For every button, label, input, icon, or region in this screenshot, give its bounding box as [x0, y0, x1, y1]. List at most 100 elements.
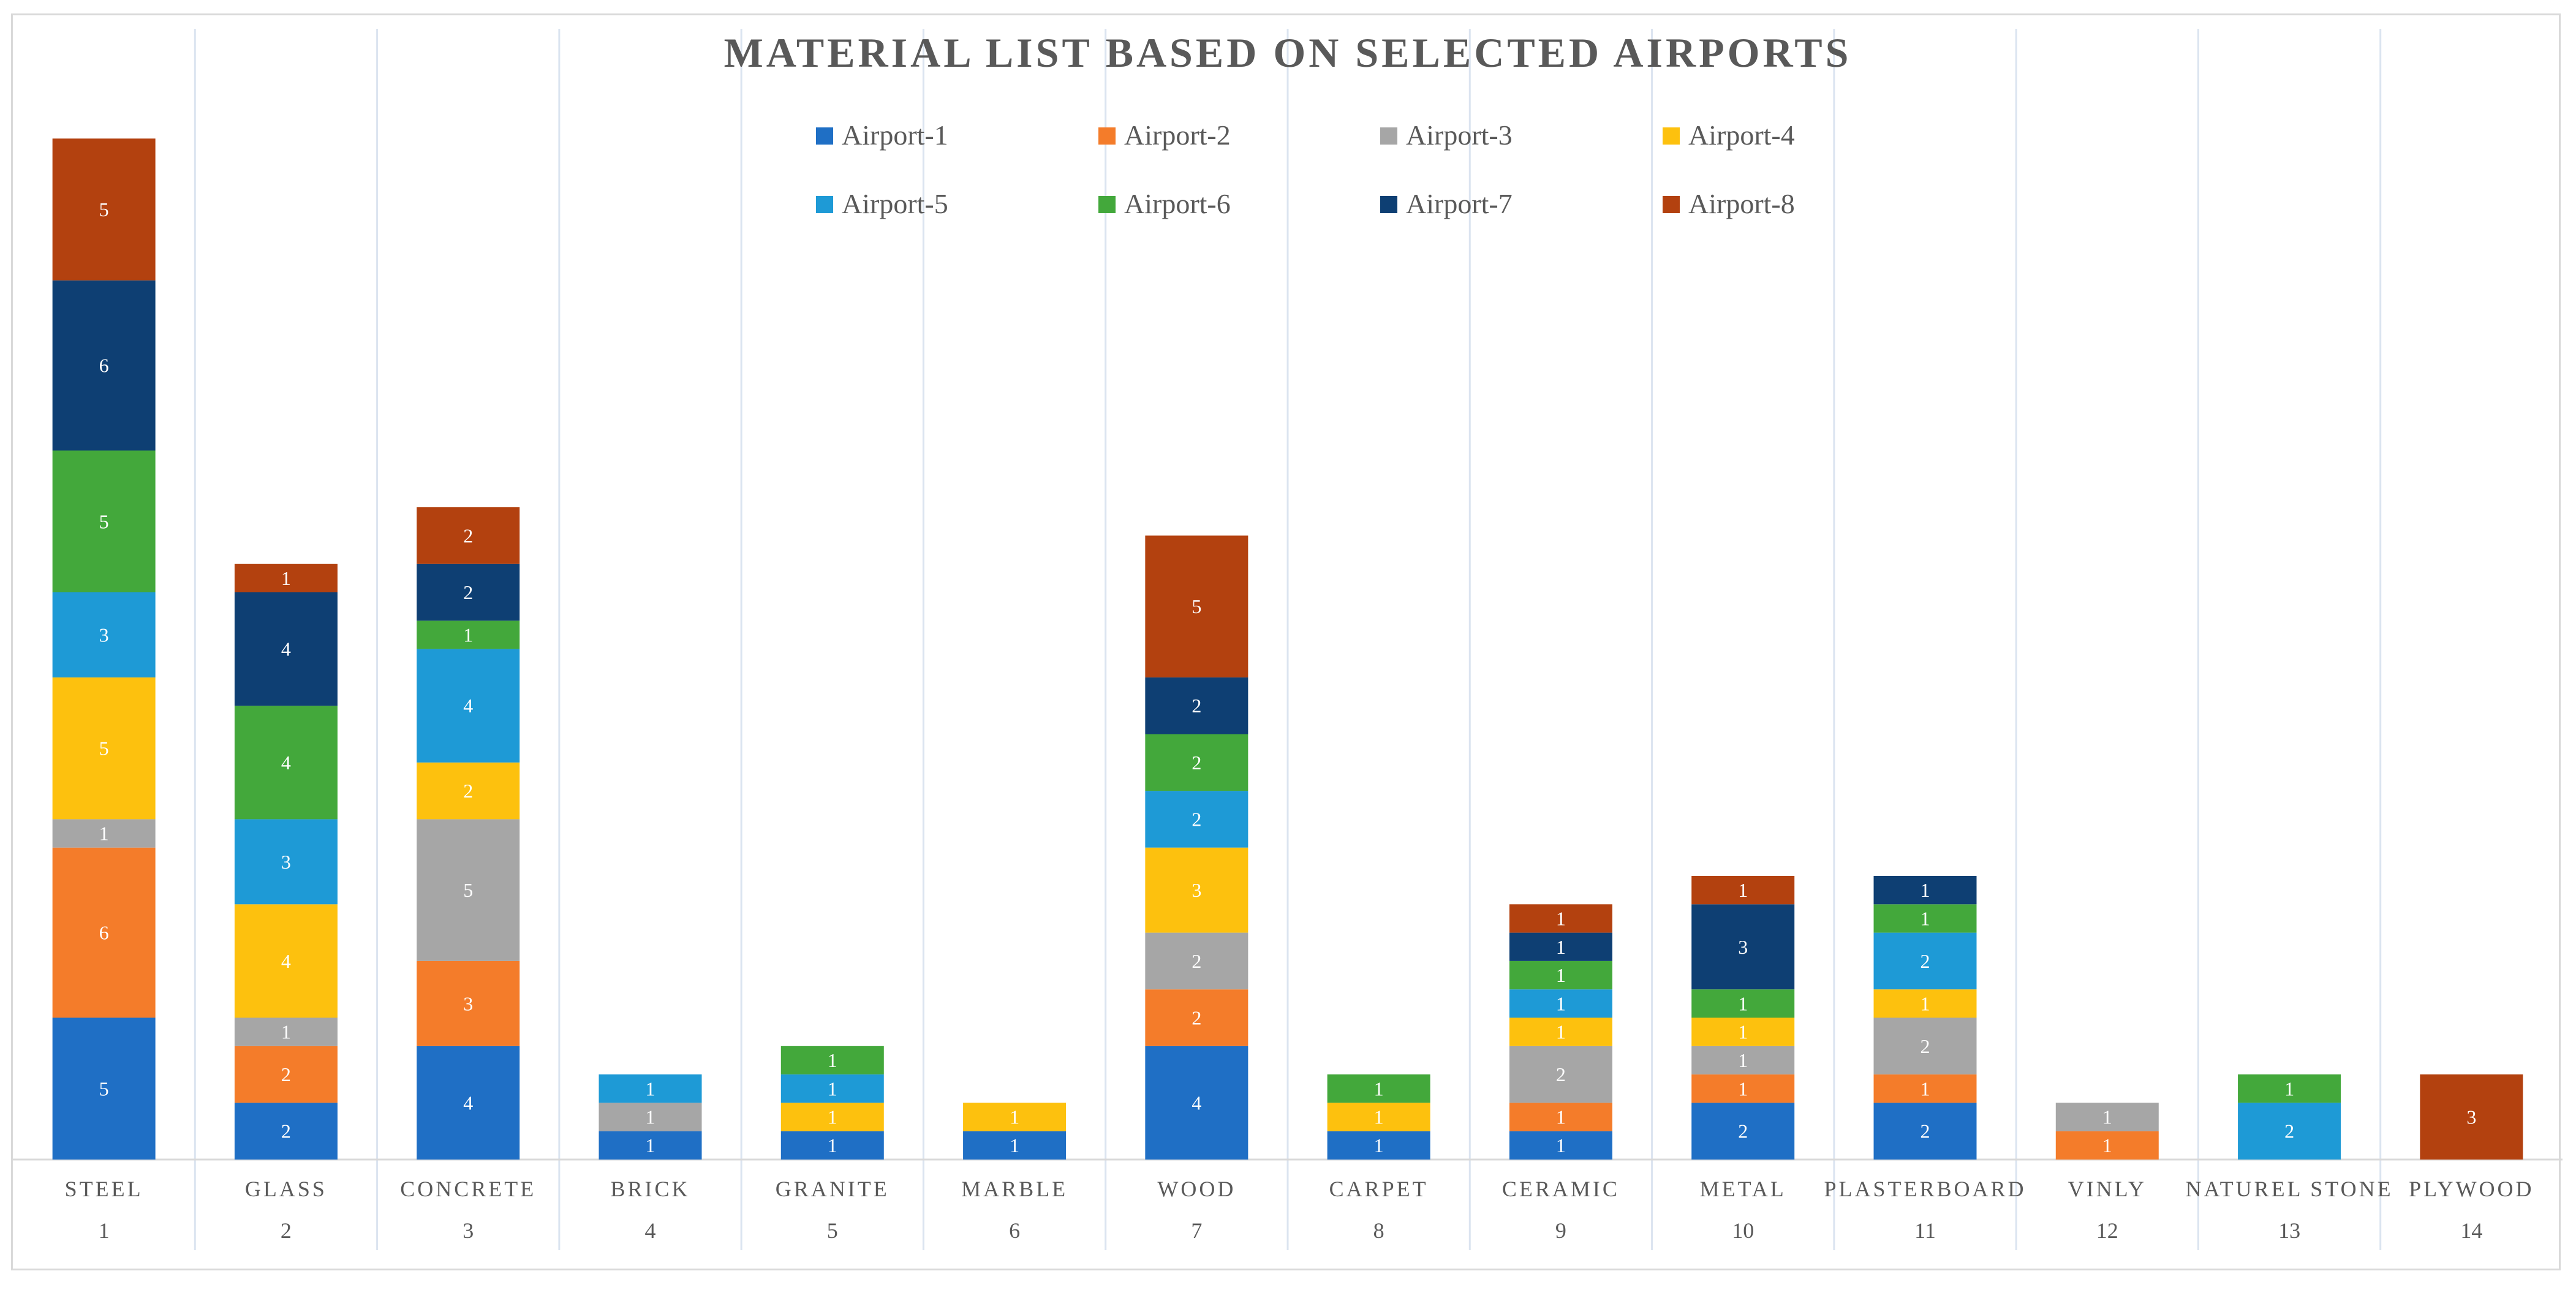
bar-segment-ceramic-airport-4 [1509, 1017, 1612, 1046]
x-tick-label: CONCRETE [400, 1177, 536, 1201]
x-tick-number: 13 [2278, 1218, 2300, 1243]
legend-item-airport-5: Airport-5 [816, 188, 948, 219]
bar-segment-wood-airport-3 [1145, 932, 1248, 990]
data-label: 4 [463, 1092, 473, 1114]
legend-item-airport-2: Airport-2 [1098, 119, 1231, 151]
data-label: 2 [1192, 808, 1201, 830]
bar-segment-metal-airport-2 [1691, 1074, 1795, 1103]
bar-segment-steel-airport-2 [52, 847, 156, 1018]
legend-label: Airport-8 [1688, 188, 1795, 219]
legend-item-airport-7: Airport-7 [1380, 188, 1513, 219]
data-label: 2 [1921, 1035, 1930, 1057]
data-label: 5 [463, 879, 473, 901]
data-label: 4 [1192, 1092, 1201, 1114]
x-tick-number: 12 [2096, 1218, 2118, 1243]
data-label: 4 [281, 752, 291, 774]
legend-item-airport-3: Airport-3 [1380, 119, 1513, 151]
bar-segment-marble-airport-1 [963, 1131, 1067, 1160]
data-label: 1 [1374, 1134, 1384, 1156]
bar-segment-plywood-airport-8 [2420, 1074, 2523, 1160]
bar-segment-steel-airport-6 [52, 450, 156, 592]
data-label: 2 [1738, 1120, 1748, 1142]
data-label: 2 [463, 780, 473, 802]
data-label: 2 [2284, 1120, 2294, 1142]
data-label: 1 [1738, 879, 1748, 901]
bar-segment-marble-airport-4 [963, 1103, 1067, 1131]
data-label: 1 [1556, 1134, 1566, 1156]
data-label: 5 [99, 510, 109, 532]
bar-segment-ceramic-airport-6 [1509, 960, 1612, 990]
x-tick-label: VINLY [2068, 1177, 2147, 1201]
bar-segment-metal-airport-7 [1691, 904, 1795, 990]
data-label: 1 [1921, 1077, 1930, 1100]
bar-segment-brick-airport-1 [599, 1131, 702, 1160]
data-label: 2 [1921, 950, 1930, 972]
bar-segment-granite-airport-5 [780, 1074, 884, 1103]
x-tick-label: NATUREL STONE [2186, 1177, 2393, 1201]
legend-item-airport-4: Airport-4 [1663, 119, 1795, 151]
bar-segment-wood-airport-1 [1145, 1046, 1248, 1160]
bar-segment-metal-airport-1 [1691, 1103, 1795, 1160]
data-label: 1 [828, 1134, 837, 1156]
data-label: 1 [828, 1049, 837, 1071]
legend-swatch [1380, 127, 1397, 145]
chart-title: MATERIAL LIST BASED ON SELECTED AIRPORTS [724, 29, 1852, 76]
data-label: 1 [1738, 1049, 1748, 1071]
data-label: 3 [99, 624, 109, 646]
x-tick-label: GLASS [245, 1177, 327, 1201]
data-label: 1 [1374, 1106, 1384, 1128]
bar-segment-plasterboard-airport-5 [1873, 932, 1977, 990]
data-label: 1 [646, 1134, 655, 1156]
x-tick-label: PLASTERBOARD [1824, 1177, 2026, 1201]
x-tick-number: 11 [1914, 1218, 1936, 1243]
bar-segment-granite-airport-6 [780, 1046, 884, 1075]
data-label: 1 [2102, 1134, 2112, 1156]
x-tick-label: PLYWOOD [2409, 1177, 2534, 1201]
bar-segment-plasterboard-airport-7 [1873, 876, 1977, 905]
bar-segment-wood-airport-4 [1145, 847, 1248, 933]
data-label: 1 [281, 567, 291, 589]
data-label: 2 [463, 524, 473, 546]
bar-segment-granite-airport-4 [780, 1103, 884, 1131]
bar-segment-plasterboard-airport-3 [1873, 1017, 1977, 1075]
bars [52, 138, 2523, 1160]
bar-segment-steel-airport-7 [52, 280, 156, 451]
bar-segment-steel-airport-3 [52, 819, 156, 848]
data-label: 1 [1556, 936, 1566, 958]
data-label: 2 [1921, 1120, 1930, 1142]
data-label: 1 [281, 1021, 291, 1043]
bar-segment-steel-airport-4 [52, 677, 156, 820]
category-axis: STEEL 1 GLASS 2 CONCRETE 3 BRICK 4 GRANITE 5 MARBL… [65, 1177, 2534, 1243]
data-label: 1 [2284, 1077, 2294, 1100]
x-tick-number: 7 [1191, 1218, 1202, 1243]
bar-segment-glass-airport-2 [234, 1046, 338, 1103]
data-label: 4 [281, 950, 291, 972]
bar-segment-wood-airport-2 [1145, 989, 1248, 1046]
x-tick-number: 8 [1373, 1218, 1384, 1243]
x-tick-number: 3 [463, 1218, 474, 1243]
x-tick-number: 6 [1009, 1218, 1020, 1243]
bar-segment-carpet-airport-1 [1327, 1131, 1430, 1160]
x-tick-number: 2 [281, 1218, 292, 1243]
bar-segment-naturel-stone-airport-5 [2238, 1103, 2341, 1160]
data-label: 5 [99, 198, 109, 221]
data-label: 1 [1921, 879, 1930, 901]
bar-segment-wood-airport-6 [1145, 734, 1248, 791]
data-label: 1 [1738, 992, 1748, 1014]
data-label: 1 [1556, 907, 1566, 929]
bar-segment-ceramic-airport-3 [1509, 1046, 1612, 1103]
bar-segment-concrete-airport-1 [417, 1046, 520, 1160]
stacked-bar-chart: MATERIAL LIST BASED ON SELECTED AIRPORTS… [13, 29, 2563, 1250]
bar-segment-concrete-airport-4 [417, 762, 520, 820]
legend-swatch [816, 196, 833, 213]
data-label: 4 [281, 638, 291, 660]
bar-segment-ceramic-airport-8 [1509, 904, 1612, 933]
segment-labels: 5 6 1 5 3 5 6 5 2 2 1 4 3 4 4 1 4 3 5 2 4 1 2 2 1 1 1 1 1 1 1 1 1 4 2 2 3 2 2 2… [99, 198, 2477, 1156]
data-label: 6 [99, 922, 109, 944]
bar-segment-concrete-airport-6 [417, 620, 520, 649]
data-label: 1 [1010, 1106, 1019, 1128]
data-label: 1 [1921, 907, 1930, 929]
x-tick-number: 10 [1732, 1218, 1754, 1243]
data-label: 2 [281, 1063, 291, 1085]
bar-segment-vinly-airport-2 [2055, 1131, 2159, 1160]
